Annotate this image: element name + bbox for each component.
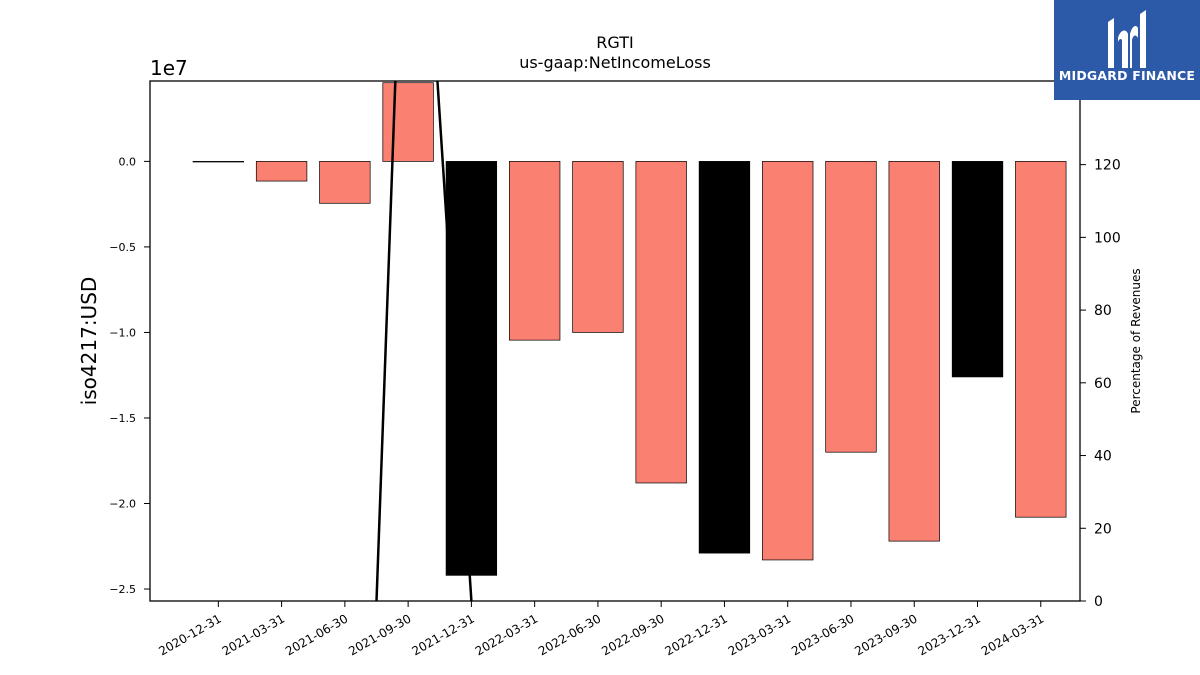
y-tick-label: −1.5 [109,412,136,425]
y-tick-label: −2.0 [109,498,136,511]
x-tick-label: 2023-12-31 [916,611,983,658]
x-tick-label: 2021-09-30 [346,611,413,658]
x-tick-label: 2022-03-31 [473,611,540,658]
x-tick-label: 2022-09-30 [599,611,666,658]
y2-tick-label: 80 [1094,303,1112,319]
percentage-line-layer [375,81,473,601]
bar-2023-09-30 [888,161,940,542]
x-tick-label: 2021-12-31 [409,611,476,658]
x-tick-label: 2024-03-31 [979,611,1046,658]
bar-2022-12-31 [698,161,751,554]
chart-title: RGTI [596,33,633,52]
y2-tick-label: 60 [1094,376,1112,392]
x-tick-label: 2023-03-31 [726,611,793,658]
y2-tick-label: 120 [1094,158,1121,174]
bar-2021-06-30 [319,161,371,204]
bar-2023-12-31 [951,161,1004,378]
x-tick-label: 2020-12-31 [156,611,223,658]
x-tick-label: 2021-03-31 [220,611,287,658]
y-axis-label: iso4217:USD [77,277,101,406]
bar-2023-03-31 [762,161,814,561]
bar-2023-06-30 [825,161,877,453]
bar-2022-03-31 [508,161,561,341]
y2-axis-label: Percentage of Revenues [1129,268,1143,413]
x-tick-label: 2023-09-30 [852,611,919,658]
chart-subtitle: us-gaap:NetIncomeLoss [519,53,711,72]
y2-tick-label: 40 [1094,449,1112,465]
bar-2021-03-31 [255,161,308,182]
right-axis-ticks: 0 20 40 60 80 100 120 [1080,158,1121,610]
y-tick-label: −2.5 [109,583,136,596]
y-tick-label: −1.0 [109,326,136,339]
x-tick-label: 2022-06-30 [536,611,603,658]
x-axis-ticks: 2020-12-312021-03-312021-06-302021-09-30… [156,601,1046,658]
x-tick-label: 2022-12-31 [662,611,729,658]
x-tick-label: 2023-06-30 [789,611,856,658]
bars [192,82,1067,576]
y2-tick-label: 0 [1094,594,1103,610]
bar-2020-12-31 [192,161,244,163]
logo-text: MIDGARD FINANCE [1058,68,1196,83]
midgard-finance-logo: MIDGARD FINANCE [1054,0,1200,100]
y2-tick-label: 100 [1094,230,1121,246]
y-offset-label: 1e7 [150,56,188,80]
y-tick-label: −0.5 [109,241,136,254]
bar-2021-09-30 [382,82,434,162]
bar-2021-12-31 [445,161,498,576]
y2-tick-label: 20 [1094,521,1112,537]
y-tick-label: 0.0 [119,155,137,168]
bar-2022-06-30 [572,161,624,333]
bar-2024-03-31 [1015,161,1067,518]
bar-2022-09-30 [635,161,687,484]
plot-frame [149,80,1081,602]
percentage-of-revenues-line [375,81,473,601]
left-axis-ticks: 0.0 −0.5 −1.0 −1.5 −2.0 −2.5 [109,155,150,596]
logo-mark-icon [1108,10,1146,68]
x-tick-label: 2021-06-30 [283,611,350,658]
